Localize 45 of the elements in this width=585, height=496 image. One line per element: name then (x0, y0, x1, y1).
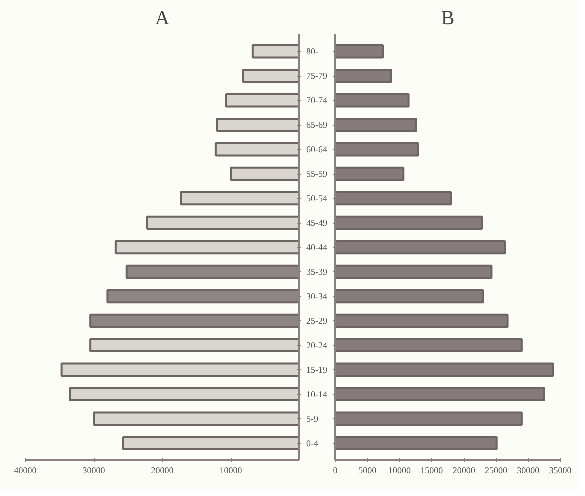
y-tick-label: 0-4 (306, 438, 319, 448)
bar (230, 166, 300, 182)
chart-title: A (155, 8, 170, 30)
y-tick-label: 60-64 (306, 144, 328, 155)
bar (214, 142, 300, 157)
chart-title: B (441, 8, 455, 30)
x-tick-label: 25000 (484, 466, 508, 476)
y-tick-label: 55-59 (306, 169, 328, 180)
y-tick-label: 30-34 (306, 291, 328, 302)
x-tick-label: 30000 (517, 466, 540, 476)
x-tick-label: 20000 (452, 466, 476, 476)
y-tick-label: 5-9 (306, 414, 319, 424)
y-tick-label: 35-39 (306, 266, 328, 277)
bar (93, 412, 300, 426)
y-tick-label: 80- (306, 46, 318, 57)
x-tick-label: 35000 (549, 466, 572, 476)
y-tick-label: 75-79 (306, 71, 328, 82)
y-tick-label: 40-44 (306, 242, 328, 252)
y-tick-label: 50-54 (306, 194, 328, 204)
y-tick-label: 10-14 (306, 389, 328, 400)
bar (114, 240, 300, 255)
y-tick-label: 20-24 (306, 340, 328, 350)
x-tick-label: 30000 (82, 466, 106, 476)
bar (252, 44, 300, 59)
x-tick-label: 40000 (14, 466, 38, 476)
x-tick-label: 10000 (220, 466, 243, 476)
bar (216, 118, 300, 132)
bar (242, 69, 300, 84)
y-tick-label: 70-74 (306, 96, 328, 106)
y-tick-label: 25-29 (306, 316, 328, 326)
bar (69, 387, 300, 402)
y-tick-label: 15-19 (306, 364, 328, 375)
y-tick-label: 65-69 (306, 120, 328, 130)
x-tick-label: 5000 (358, 466, 378, 476)
x-tick-label: 0 (333, 466, 338, 476)
bar (60, 362, 300, 378)
x-tick-label: 15000 (420, 466, 444, 476)
x-tick-label: 10000 (388, 466, 412, 476)
bar (180, 191, 300, 206)
bar (146, 216, 300, 230)
bar (225, 93, 300, 108)
bar (122, 436, 300, 450)
bar (90, 338, 300, 353)
y-tick-label: 45-49 (306, 218, 328, 228)
x-tick-label: 20000 (151, 466, 174, 476)
